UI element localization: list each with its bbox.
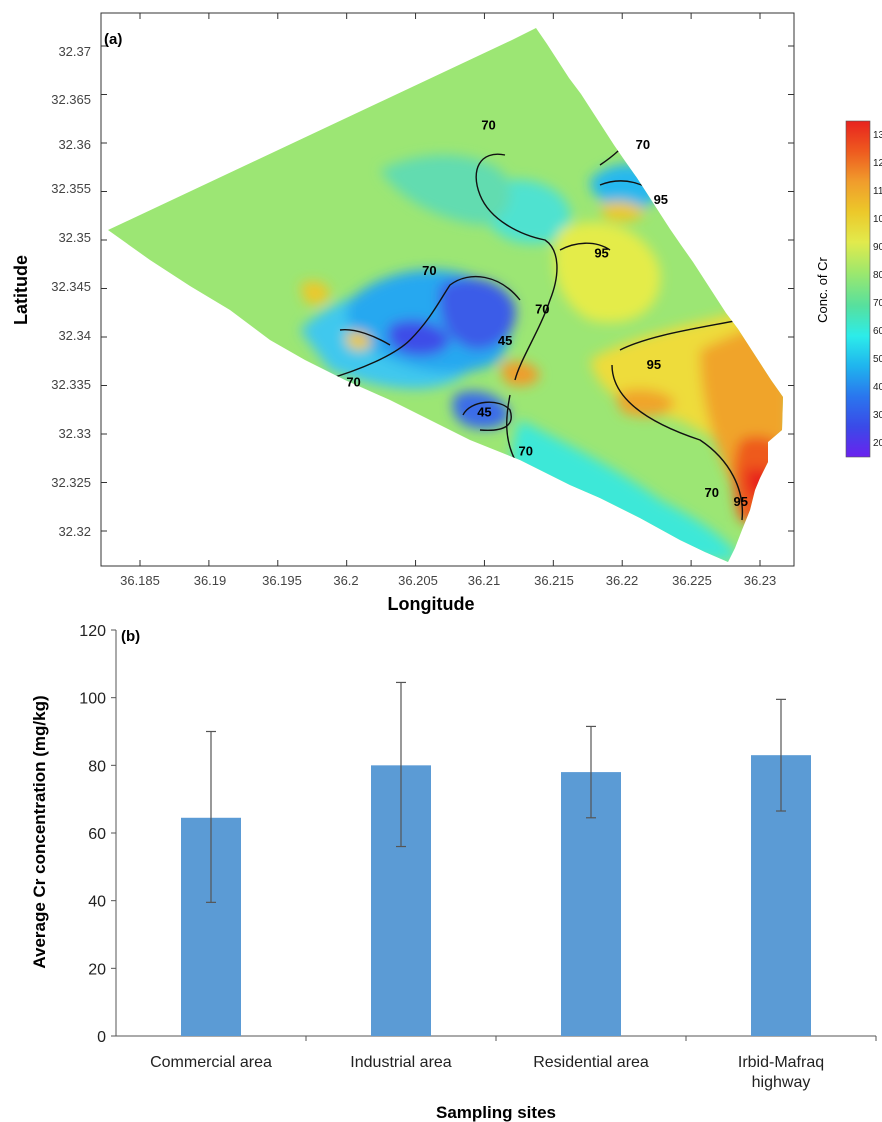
contour-label: 95 (647, 357, 661, 372)
bar-y-axis-title: Average Cr concentration (mg/kg) (30, 695, 49, 968)
contour-label: 45 (477, 405, 491, 420)
bar-marks (181, 681, 811, 1036)
map-y-tick: 32.345 (51, 279, 91, 294)
colorbar-tick-label: 50 (873, 354, 882, 365)
map-y-tick: 32.325 (51, 475, 91, 490)
contour-map-panel: 36.185 36.19 36.195 36.2 36.205 36.21 36… (11, 12, 882, 614)
contour-value-labels: 70 70 95 95 70 70 45 70 95 45 70 70 95 (346, 117, 748, 508)
colorbar-tick-label: 20 (873, 438, 882, 449)
map-x-tick: 36.21 (468, 573, 501, 588)
colorbar-tick-label: 90 (873, 242, 882, 253)
colorbar-tick-label: 12 (873, 158, 882, 169)
map-y-tick: 32.335 (51, 377, 91, 392)
map-y-tick: 32.35 (58, 230, 91, 245)
contour-label: 70 (346, 374, 360, 389)
map-x-tick: 36.19 (194, 573, 227, 588)
map-x-tick: 36.185 (120, 573, 160, 588)
colorbar-tick-label: 40 (873, 382, 882, 393)
map-y-tick: 32.32 (58, 524, 91, 539)
contour-label: 70 (481, 117, 495, 132)
map-x-tick: 36.23 (744, 573, 777, 588)
colorbar-tick-labels: 13 12 11 10 90 80 70 60 50 40 30 20 (873, 130, 882, 449)
map-x-axis-title: Longitude (388, 594, 475, 614)
colorbar-tick-label: 11 (873, 186, 882, 197)
contour-label: 70 (636, 137, 650, 152)
map-x-tick: 36.205 (398, 573, 438, 588)
map-y-tick: 32.355 (51, 181, 91, 196)
contour-label: 45 (498, 333, 512, 348)
bar-y-tick-label: 40 (88, 894, 106, 911)
contour-label: 70 (519, 443, 533, 458)
bar-panel-label: (b) (121, 628, 140, 645)
colorbar-tick-label: 30 (873, 410, 882, 421)
map-panel-label: (a) (104, 31, 122, 48)
bar-y-tick-label: 20 (88, 961, 106, 978)
bar-y-tick-label: 0 (97, 1029, 106, 1046)
map-x-tick: 36.22 (606, 573, 639, 588)
map-y-axis-title: Latitude (11, 255, 31, 325)
bar-y-tick-label: 80 (88, 758, 106, 775)
map-x-tick: 36.215 (534, 573, 574, 588)
colorbar-tick-label: 80 (873, 270, 882, 281)
map-y-tick: 32.365 (51, 92, 91, 107)
bar-category-label: highway (752, 1074, 811, 1091)
colorbar: 13 12 11 10 90 80 70 60 50 40 30 20 Conc. of Cr (815, 120, 882, 458)
map-y-tick-labels: 32.32 32.325 32.33 32.335 32.34 32.345 3… (51, 44, 91, 539)
map-x-tick-labels: 36.185 36.19 36.195 36.2 36.205 36.21 36… (120, 573, 776, 588)
bar-chart-panel: 0 20 40 60 80 100 120 Commercial area Industria… (30, 623, 877, 1122)
map-x-tick: 36.195 (262, 573, 302, 588)
contour-label: 95 (654, 192, 668, 207)
bar-category-label: Commercial area (150, 1054, 272, 1071)
bar-y-ticks: 0 20 40 60 80 100 120 (79, 623, 116, 1046)
colorbar-tick-label: 13 (873, 130, 882, 141)
bar-category-labels: Commercial area Industrial area Residentia… (150, 1036, 877, 1091)
contour-label: 70 (422, 263, 436, 278)
colorbar-title: Conc. of Cr (815, 256, 830, 322)
bar-category-label: Irbid-Mafraq (738, 1054, 824, 1071)
contour-label: 95 (594, 245, 608, 260)
map-y-tick: 32.33 (58, 426, 91, 441)
colorbar-gradient (845, 120, 871, 458)
bar-x-axis-title: Sampling sites (436, 1103, 556, 1122)
colorbar-tick-label: 60 (873, 326, 882, 337)
bar-y-tick-label: 100 (79, 691, 106, 708)
contour-label: 70 (535, 302, 549, 317)
bar-y-tick-label: 120 (79, 623, 106, 640)
bar-category-label: Residential area (533, 1054, 649, 1071)
colorbar-tick-label: 10 (873, 214, 882, 225)
bar-y-tick-label: 60 (88, 826, 106, 843)
map-tick-marks (101, 13, 794, 566)
map-x-tick: 36.2 (333, 573, 358, 588)
contour-label: 95 (733, 494, 747, 509)
map-y-tick: 32.34 (58, 328, 91, 343)
map-y-tick: 32.37 (58, 44, 91, 59)
map-y-tick: 32.36 (58, 137, 91, 152)
contour-label: 70 (705, 485, 719, 500)
colorbar-tick-label: 70 (873, 298, 882, 309)
bar-category-label: Industrial area (350, 1054, 451, 1071)
map-x-tick: 36.225 (672, 573, 712, 588)
